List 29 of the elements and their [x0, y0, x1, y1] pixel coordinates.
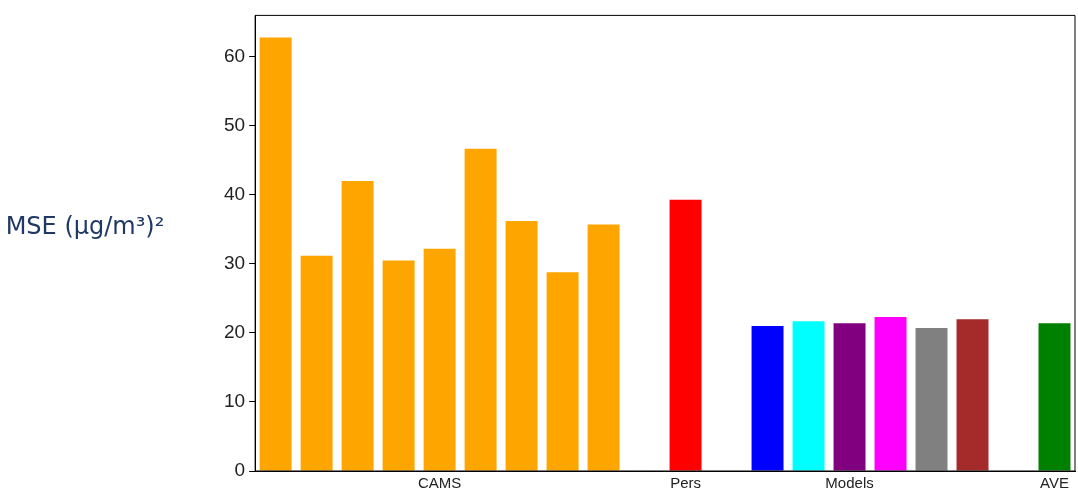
bar: [546, 272, 579, 471]
bar: [341, 181, 374, 471]
bar: [751, 326, 784, 471]
x-tick-label: CAMS: [417, 474, 462, 492]
y-tick-label: 0: [234, 459, 246, 481]
bar: [423, 248, 456, 471]
bar: [1038, 323, 1071, 471]
bar: [833, 323, 866, 471]
x-tick-label: Pers: [670, 474, 701, 492]
y-tick-label: 10: [223, 390, 246, 412]
y-tick-label: 40: [223, 183, 246, 205]
bar: [587, 224, 620, 471]
bar: [956, 319, 989, 471]
y-tick-label: 30: [223, 252, 246, 274]
bar: [259, 37, 292, 471]
x-tick-label: Models: [825, 474, 874, 492]
y-tick-label: 50: [223, 114, 246, 136]
bar: [792, 321, 825, 471]
bar: [669, 199, 702, 471]
y-axis-title: MSE (µg/m³)²: [5, 211, 165, 242]
bar: [300, 255, 333, 471]
y-tick-label: 20: [223, 321, 246, 343]
y-tick-label: 60: [223, 45, 246, 67]
bar: [915, 328, 948, 471]
x-tick-label: AVE: [1040, 474, 1069, 492]
bar: [464, 148, 497, 471]
bar: [382, 260, 415, 471]
bar: [505, 221, 538, 471]
bar: [874, 317, 907, 471]
